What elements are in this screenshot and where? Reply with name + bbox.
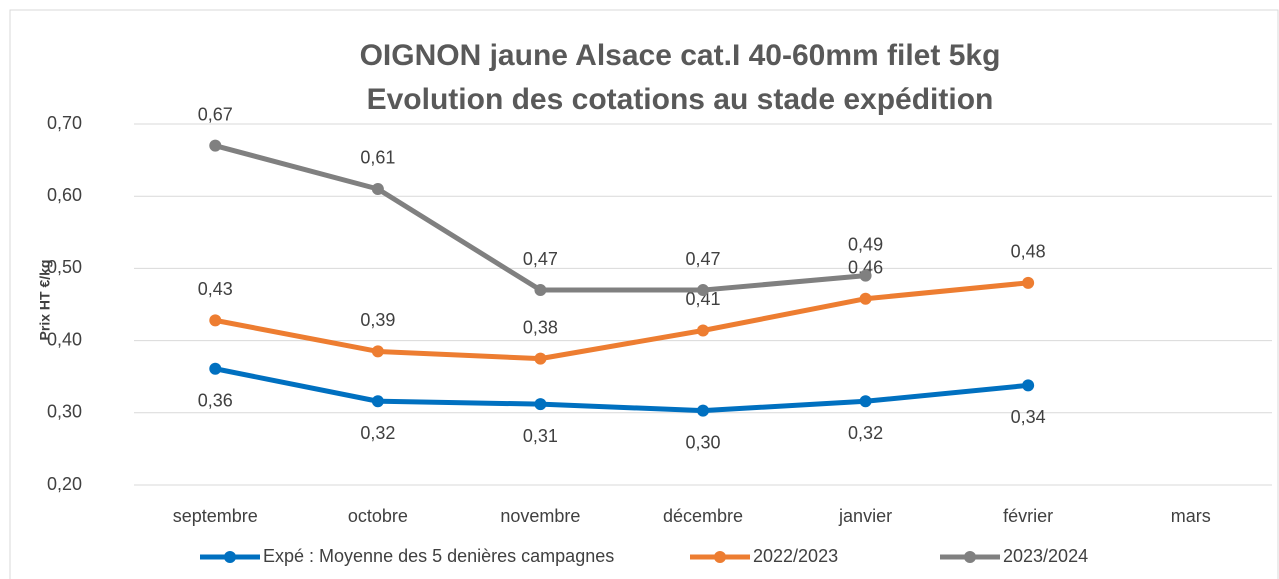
data-point bbox=[859, 269, 872, 282]
data-point bbox=[371, 345, 384, 358]
x-tick-label: septembre bbox=[173, 506, 258, 526]
chart-title: OIGNON jaune Alsace cat.I 40-60mm filet … bbox=[360, 39, 1001, 72]
data-point bbox=[534, 398, 547, 411]
series-line bbox=[212, 366, 1031, 414]
data-point bbox=[1022, 276, 1035, 289]
y-tick-label: 0,50 bbox=[47, 257, 82, 277]
data-label: 0,67 bbox=[198, 104, 233, 124]
data-label: 0,61 bbox=[360, 148, 395, 168]
data-label: 0,47 bbox=[523, 249, 558, 269]
data-label: 0,32 bbox=[360, 423, 395, 443]
x-tick-label: octobre bbox=[348, 506, 408, 526]
data-label: 0,32 bbox=[848, 423, 883, 443]
data-point bbox=[209, 314, 222, 327]
legend-label: Expé : Moyenne des 5 denières campagnes bbox=[263, 546, 614, 566]
legend-marker bbox=[714, 551, 726, 563]
legend-marker bbox=[224, 551, 236, 563]
data-point bbox=[209, 362, 222, 375]
legend-label: 2022/2023 bbox=[753, 546, 838, 566]
x-tick-label: mars bbox=[1171, 506, 1211, 526]
x-tick-label: novembre bbox=[500, 506, 580, 526]
data-point bbox=[209, 139, 222, 152]
legend-label: 2023/2024 bbox=[1003, 546, 1088, 566]
data-point bbox=[697, 284, 709, 297]
y-tick-label: 0,40 bbox=[47, 329, 82, 349]
data-label: 0,48 bbox=[1011, 242, 1046, 262]
data-label: 0,38 bbox=[523, 317, 558, 337]
chart-frame bbox=[9, 9, 1279, 579]
x-tick-label: février bbox=[1003, 506, 1053, 526]
data-point bbox=[859, 292, 872, 305]
x-tick-label: décembre bbox=[663, 506, 743, 526]
data-label: 0,34 bbox=[1011, 407, 1046, 427]
data-point bbox=[697, 324, 709, 337]
y-axis-title: Prix HT €/kg bbox=[37, 260, 53, 341]
series-line bbox=[212, 280, 1031, 362]
data-label: 0,39 bbox=[360, 310, 395, 330]
data-label: 0,31 bbox=[523, 426, 558, 446]
x-tick-label: janvier bbox=[838, 506, 892, 526]
y-tick-label: 0,60 bbox=[47, 185, 82, 205]
data-label: 0,47 bbox=[685, 249, 720, 269]
data-label: 0,46 bbox=[848, 257, 883, 277]
data-label: 0,30 bbox=[685, 432, 720, 452]
chart-subtitle: Evolution des cotations au stade expédit… bbox=[367, 83, 994, 116]
data-label: 0,41 bbox=[685, 289, 720, 309]
data-point bbox=[697, 404, 709, 417]
data-point bbox=[534, 352, 547, 365]
data-point bbox=[371, 395, 384, 408]
data-point bbox=[371, 182, 384, 195]
data-label: 0,49 bbox=[848, 234, 883, 254]
y-tick-label: 0,70 bbox=[47, 113, 82, 133]
data-label: 0,36 bbox=[198, 391, 233, 411]
y-tick-label: 0,20 bbox=[47, 474, 82, 494]
data-label: 0,43 bbox=[198, 279, 233, 299]
data-point bbox=[1022, 379, 1035, 392]
data-point bbox=[859, 395, 872, 408]
y-tick-label: 0,30 bbox=[47, 402, 82, 422]
data-point bbox=[534, 284, 547, 297]
legend-marker bbox=[964, 551, 976, 563]
